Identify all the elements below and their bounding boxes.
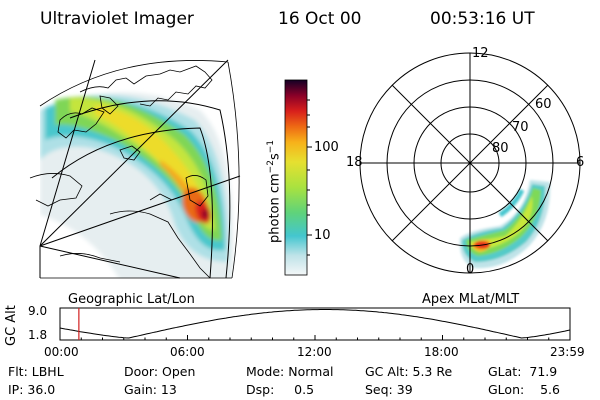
colorbar-unit-main: photon cm	[267, 173, 283, 243]
geographic-grid	[39, 59, 241, 279]
colorbar	[284, 79, 312, 276]
polar-aurora-image	[459, 180, 551, 269]
altitude-timeline	[59, 307, 571, 341]
info-glon: GLon: 5.6	[488, 382, 560, 397]
mlat-label-70: 70	[512, 120, 529, 135]
mlt-label-12: 12	[472, 46, 489, 61]
timeline-axis-label: GC Alt	[4, 305, 19, 346]
geographic-panel-label: Geographic Lat/Lon	[68, 292, 195, 307]
colorbar-gradient	[285, 80, 307, 275]
mlt-label-6: 6	[576, 155, 585, 170]
colorbar-unit-label: photon cm−2s−1	[266, 140, 282, 243]
observation-date: 16 Oct 00	[278, 9, 362, 29]
timeline-ytick-min: 1.8	[28, 328, 48, 342]
mlt-label-18: 18	[346, 155, 363, 170]
timeline-xtick-2359: 23:59	[550, 345, 585, 359]
altitude-curve	[59, 309, 571, 339]
polar-panel-label: Apex MLat/MLT	[422, 292, 520, 307]
colorbar-unit-mid: s	[267, 153, 283, 161]
info-ip: IP: 36.0	[8, 382, 56, 397]
info-seq: Seq: 39	[365, 382, 413, 397]
coastlines	[29, 65, 213, 279]
info-gain: Gain: 13	[124, 382, 177, 397]
mlat-label-80: 80	[492, 141, 509, 156]
timeline-ytick-max: 9.0	[28, 304, 48, 318]
instrument-title: Ultraviolet Imager	[40, 9, 194, 29]
info-door: Door: Open	[124, 364, 196, 379]
timeline-ticks	[59, 335, 571, 340]
observation-time: 00:53:16 UT	[430, 9, 535, 29]
colorbar-tick-label-10: 10	[314, 228, 331, 243]
info-filter: Flt: LBHL	[8, 364, 64, 379]
colorbar-unit-exp2: −1	[266, 139, 276, 154]
info-glat: GLat: 71.9	[488, 364, 558, 379]
info-dsp: Dsp: 0.5	[246, 382, 315, 397]
colorbar-tick-label-100: 100	[314, 140, 339, 155]
mlt-label-0: 0	[466, 262, 475, 277]
colorbar-unit-exp1: −2	[266, 160, 276, 174]
timeline-xtick-1200: 12:00	[297, 345, 332, 359]
polar-grid	[359, 52, 581, 274]
mlat-label-60: 60	[535, 97, 552, 112]
info-gc-alt: GC Alt: 5.3 Re	[365, 364, 453, 379]
timeline-xtick-0000: 00:00	[44, 345, 79, 359]
timeline-xtick-1800: 18:00	[424, 345, 459, 359]
geographic-aurora-image	[40, 92, 234, 278]
timeline-xtick-0600: 06:00	[170, 345, 205, 359]
info-mode: Mode: Normal	[246, 364, 334, 379]
